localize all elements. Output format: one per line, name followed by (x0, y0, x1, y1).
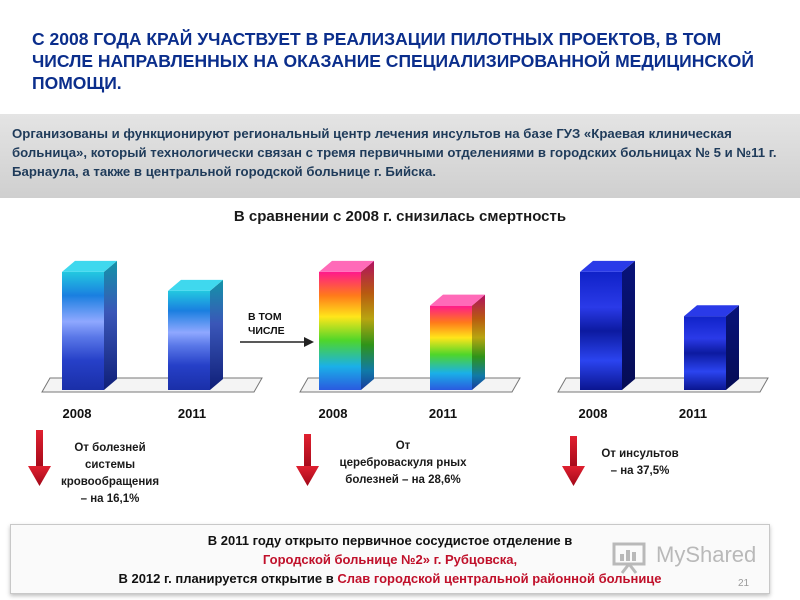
bar-front (168, 290, 210, 390)
note-circulatory: От болезней системы кровообращения – на … (46, 440, 174, 508)
bar-stroke-2008 (580, 260, 635, 390)
bar-stroke-2011 (684, 305, 739, 390)
page-number: 21 (738, 578, 750, 589)
bottom-line-1: В 2011 году открыто первичное сосудистое… (207, 533, 573, 548)
chart-stroke: 2008 2011 (557, 260, 769, 421)
down-arrow-icon-1 (28, 430, 51, 486)
bar-front (62, 271, 104, 390)
chart1-tick-2008: 2008 (63, 406, 92, 421)
bottom-line-2: Городской больнице №2» г. Рубцовска, (262, 552, 518, 567)
bar-front (430, 305, 472, 390)
chart-subtitle: В сравнении с 2008 г. снизилась смертнос… (233, 208, 567, 225)
chart-cerebrovascular: 2008 2011 (299, 260, 521, 421)
note-stroke: От инсультов – на 37,5% (580, 446, 700, 480)
watermark-logo: MyShared (612, 540, 772, 576)
chart1-tick-2011: 2011 (178, 406, 206, 421)
chart3-tick-2008: 2008 (579, 406, 608, 421)
bar-top (62, 260, 117, 272)
bar-side (210, 279, 223, 390)
slide-title: С 2008 ГОДА КРАЙ УЧАСТВУЕТ В РЕАЛИЗАЦИИ … (32, 29, 754, 93)
info-band: Организованы и функционируют региональны… (0, 114, 800, 198)
inset-label-line1: В ТОМ (248, 311, 282, 323)
note-circulatory-line: От болезней (74, 442, 146, 454)
info-text: Организованы и функционируют региональны… (12, 126, 777, 179)
bar-front (319, 271, 361, 390)
note-circulatory-line: системы (84, 459, 136, 471)
note-cerebrovascular-line: болезней – на 28,6% (345, 474, 461, 486)
bottom-line-3-red: Слав городской центральной районной боль… (337, 571, 662, 586)
bar-side (726, 305, 739, 390)
bar-front (580, 271, 622, 390)
bar-top (580, 260, 635, 272)
watermark-text: MyShared (656, 542, 757, 567)
bottom-info-box: В 2011 году открыто первичное сосудистое… (10, 524, 770, 594)
bar-circulatory-2011 (168, 279, 223, 390)
note-cerebrovascular-line: От (395, 440, 411, 452)
chart-circulatory: 2008 2011 (41, 260, 263, 421)
chart2-tick-2011: 2011 (429, 406, 457, 421)
down-arrow-icon-2 (296, 434, 319, 486)
note-cerebrovascular-line: цереброваскуля рных (339, 457, 467, 469)
inset-label-line2: ЧИСЛЕ (248, 325, 285, 337)
bar-top (430, 294, 485, 306)
note-circulatory-line: – на 16,1% (80, 493, 140, 505)
bar-top (168, 279, 223, 291)
bar-cerebrovascular-2008 (319, 260, 374, 390)
note-stroke-line: От инсультов (601, 448, 679, 460)
chart3-tick-2011: 2011 (679, 406, 707, 421)
bar-circulatory-2008 (62, 260, 117, 390)
inset-arrowhead-icon (304, 337, 314, 347)
bar-top (319, 260, 374, 272)
note-stroke-line: – на 37,5% (610, 465, 670, 477)
bottom-line-3-dark: В 2012 г. планируется открытие в (118, 571, 334, 586)
bar-side (361, 260, 374, 390)
bar-side (472, 294, 485, 390)
bar-side (622, 260, 635, 390)
inset-arrow-group: В ТОМ ЧИСЛЕ (240, 311, 314, 347)
bar-front (684, 316, 726, 390)
bar-side (104, 260, 117, 390)
note-circulatory-line: кровообращения (60, 476, 160, 488)
bar-top (684, 305, 739, 317)
note-cerebrovascular: От цереброваскуля рных болезней – на 28,… (318, 438, 488, 489)
down-arrow-icon-3 (562, 436, 585, 486)
bar-cerebrovascular-2011 (430, 294, 485, 390)
presentation-board-icon (612, 542, 646, 574)
chart2-tick-2008: 2008 (319, 406, 348, 421)
bottom-line-3: В 2012 г. планируется открытие в Слав го… (11, 569, 769, 588)
